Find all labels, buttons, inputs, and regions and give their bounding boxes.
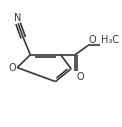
Text: O: O (89, 35, 96, 45)
Text: O: O (8, 63, 16, 73)
Text: O: O (77, 72, 84, 82)
Text: N: N (14, 13, 22, 23)
Text: H₃C: H₃C (101, 35, 119, 45)
